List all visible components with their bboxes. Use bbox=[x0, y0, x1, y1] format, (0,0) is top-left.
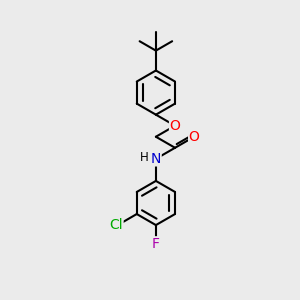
Text: O: O bbox=[189, 130, 200, 144]
Text: F: F bbox=[152, 237, 160, 251]
Text: Cl: Cl bbox=[110, 218, 123, 232]
Text: N: N bbox=[151, 152, 161, 166]
Text: O: O bbox=[169, 119, 181, 133]
Text: H: H bbox=[140, 151, 149, 164]
